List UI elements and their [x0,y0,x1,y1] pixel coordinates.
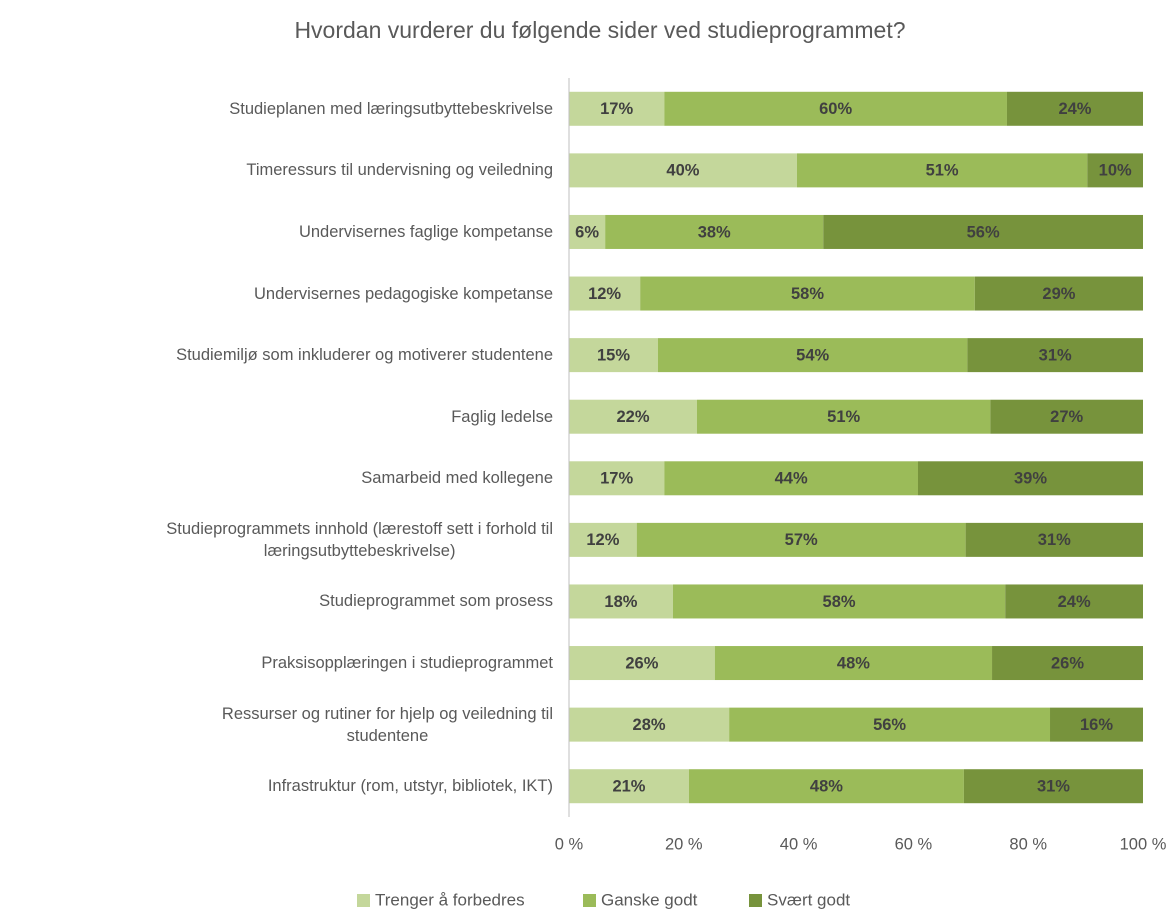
bar-segment [640,276,975,311]
bar-segment [1005,584,1143,619]
data-label: 26% [625,654,658,672]
data-label: 22% [616,408,649,426]
bar-segment [569,646,715,681]
data-label: 12% [588,285,621,303]
data-label: 31% [1037,778,1070,796]
data-label: 58% [823,593,856,611]
data-label: 17% [600,470,633,488]
data-label: 31% [1039,346,1072,364]
x-tick-label: 100 % [1120,835,1167,853]
data-label: 28% [633,716,666,734]
category-label: Ressurser og rutiner for hjelp og veiled… [221,704,553,745]
category-label: Timeressurs til undervisning og veiledni… [246,161,553,180]
data-label: 40% [666,162,699,180]
data-label: 17% [600,100,633,118]
data-label: 56% [873,716,906,734]
bar-segment [569,399,698,434]
data-label: 24% [1058,100,1091,118]
x-tick-label: 20 % [665,835,703,853]
category-label: Undervisernes faglige kompetanse [298,222,553,241]
data-label: 56% [967,223,1000,241]
data-label: 24% [1058,593,1091,611]
category-label: Studieprogrammets innhold (lærestoff set… [166,519,553,560]
x-tick-label: 60 % [895,835,933,853]
bar-segment [963,769,1143,804]
bar-segment [569,276,641,311]
category-label: Studieplanen med læringsutbyttebeskrivel… [229,99,553,118]
bar-segment [569,461,665,496]
data-label: 58% [791,285,824,303]
legend-swatch [749,894,762,907]
chart-title: Hvordan vurderer du følgende sider ved s… [294,17,905,43]
bar-segment [664,91,1007,126]
bar-segment [917,461,1143,496]
data-label: 48% [837,654,870,672]
bar-segment [569,91,665,126]
data-label: 12% [586,531,619,549]
bar-segment [990,399,1143,434]
data-label: 51% [926,162,959,180]
bar-segment [796,153,1088,188]
bar-segment [569,522,637,557]
data-label: 38% [698,223,731,241]
bar-segment [569,338,658,373]
category-label: Samarbeid med kollegene [361,469,553,488]
bar-segment [1050,707,1143,742]
category-label: Studieprogrammet som prosess [319,592,553,611]
data-label: 27% [1050,408,1083,426]
legend-swatch [583,894,596,907]
data-label: 29% [1042,285,1075,303]
bar-segment [569,584,673,619]
data-label: 26% [1051,654,1084,672]
x-tick-label: 40 % [780,835,818,853]
data-label: 21% [612,778,645,796]
bar-segment [823,214,1143,249]
x-tick-label: 0 % [555,835,584,853]
bar-segment [569,153,797,188]
bar-segment [657,338,968,373]
x-tick-label: 80 % [1009,835,1047,853]
data-label: 51% [827,408,860,426]
category-label: Studiemiljø som inkluderer og motiverer … [176,346,553,365]
legend-label: Trenger å forbedres [375,890,525,909]
data-label: 57% [785,531,818,549]
bar-segment [688,769,964,804]
data-label: 10% [1099,162,1132,180]
category-label: Undervisernes pedagogiske kompetanse [253,284,553,303]
category-label: Praksisopplæringen i studieprogrammet [261,654,553,673]
data-label: 39% [1014,470,1047,488]
data-label: 31% [1038,531,1071,549]
category-label: Faglig ledelse [451,407,553,426]
data-label: 16% [1080,716,1113,734]
data-label: 54% [796,346,829,364]
bar-segment [569,707,730,742]
bar-segment [569,769,689,804]
bar-segment [729,707,1051,742]
bar-segment [569,214,606,249]
data-label: 60% [819,100,852,118]
bar-segment [1087,153,1143,188]
bar-segment [714,646,993,681]
bar-segment [605,214,824,249]
data-label: 6% [575,223,599,241]
data-label: 15% [597,346,630,364]
data-label: 18% [604,593,637,611]
bar-segment [974,276,1143,311]
bar-segment [967,338,1143,373]
legend-label: Svært godt [767,890,850,909]
category-label: Infrastruktur (rom, utstyr, bibliotek, I… [267,777,553,796]
bar-segment [965,522,1143,557]
bar-segment [636,522,966,557]
bar-segment [697,399,991,434]
bar-segment [992,646,1143,681]
bar-segment [664,461,918,496]
legend-swatch [357,894,370,907]
data-label: 48% [810,778,843,796]
data-label: 44% [775,470,808,488]
legend-label: Ganske godt [601,890,698,909]
bar-segment [672,584,1006,619]
bar-segment [1006,91,1143,126]
